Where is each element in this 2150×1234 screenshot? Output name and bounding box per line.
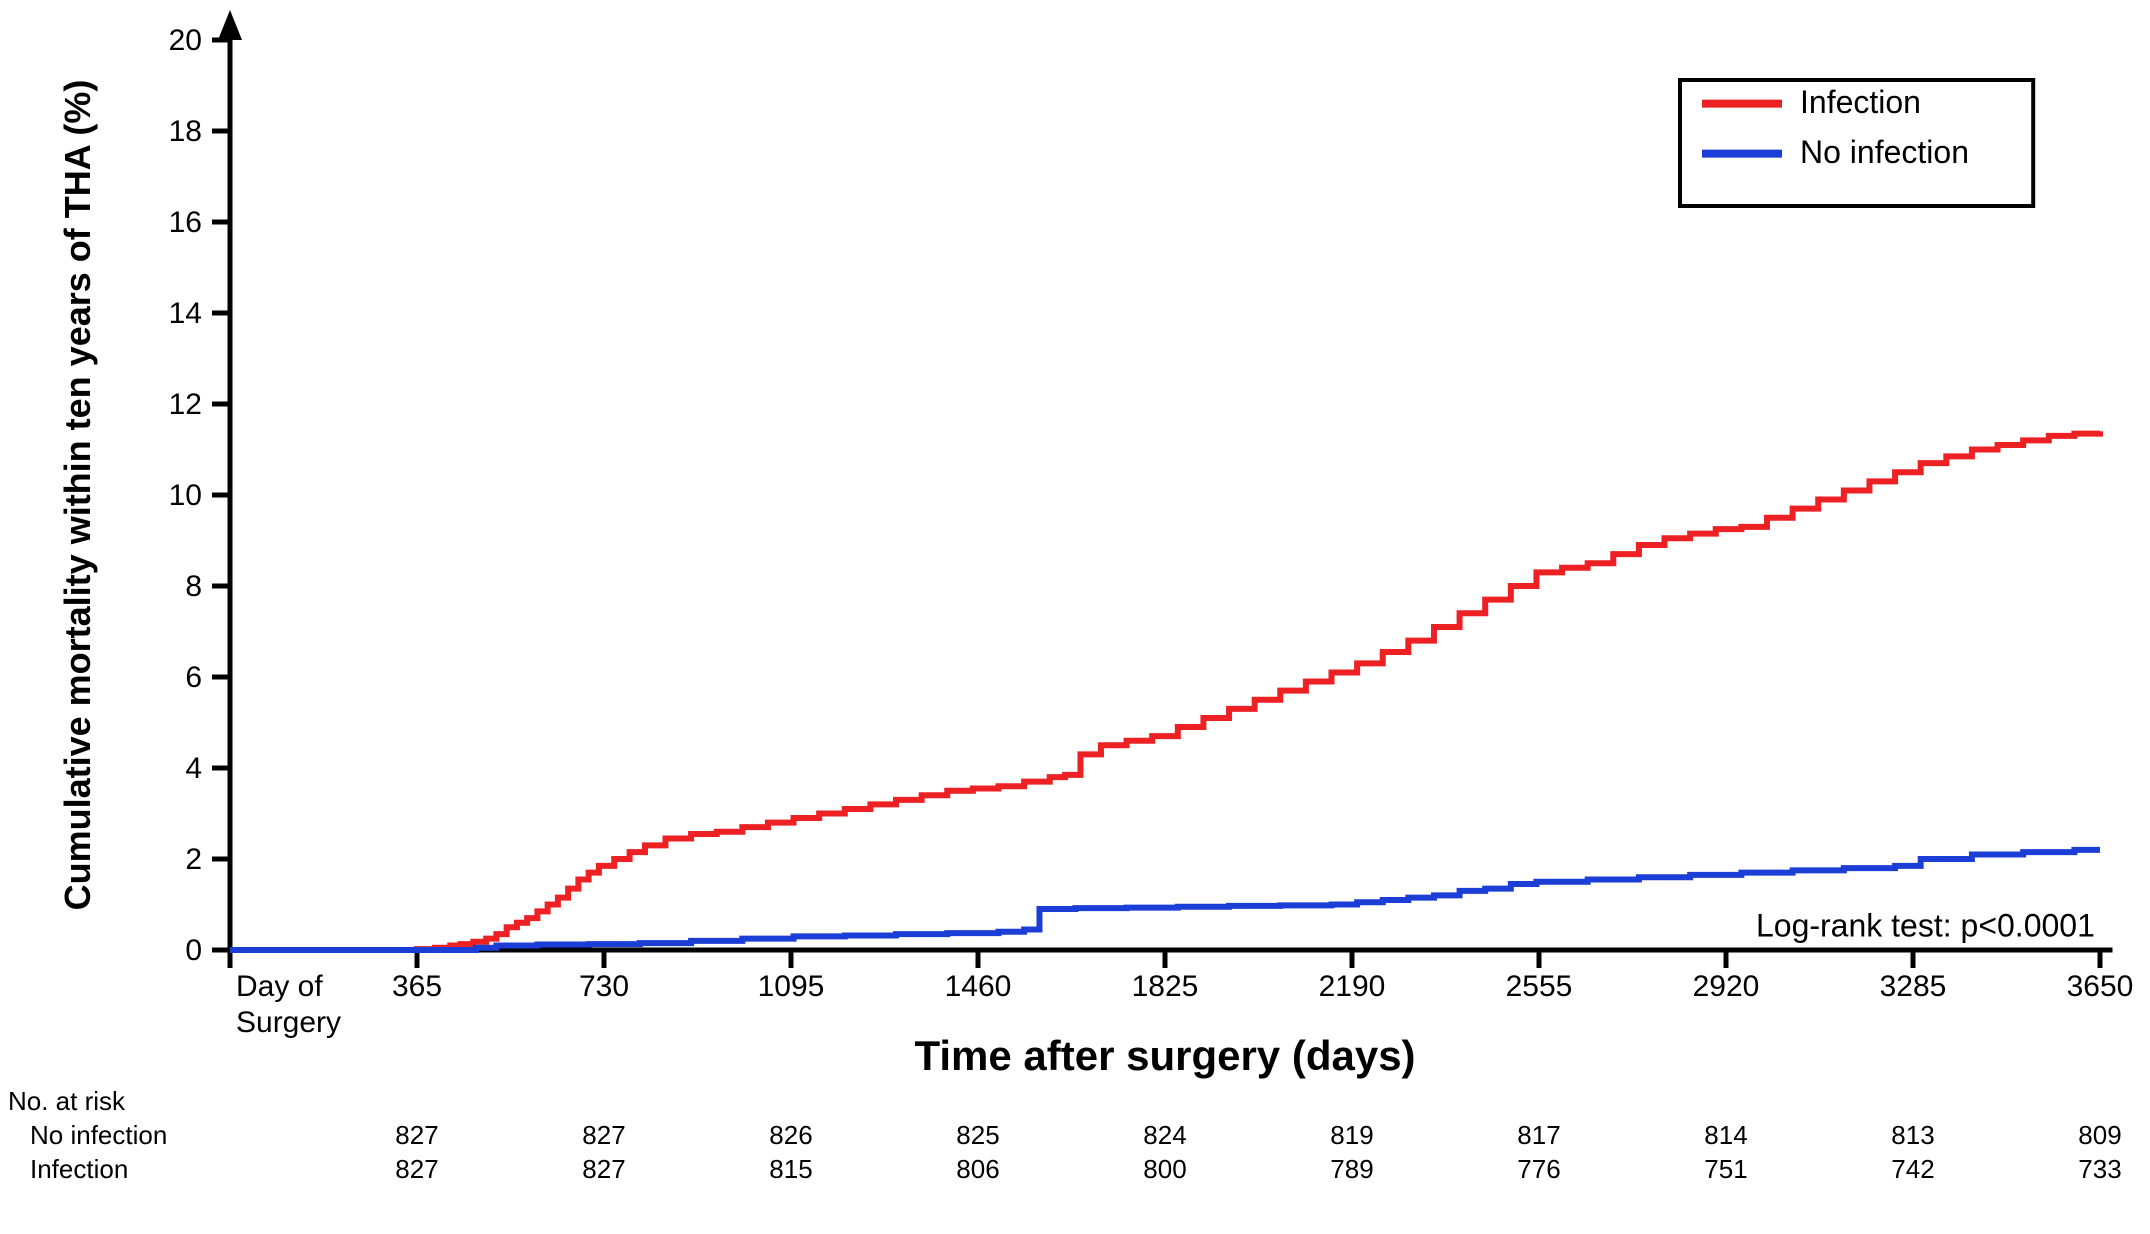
risk-table-header: No. at risk — [8, 1086, 126, 1116]
y-tick-label: 12 — [169, 388, 202, 421]
risk-cell: 826 — [769, 1120, 812, 1150]
annotation-logrank: Log-rank test: p<0.0001 — [1756, 907, 2095, 943]
risk-row-label: Infection — [30, 1154, 128, 1184]
y-tick-label: 16 — [169, 206, 202, 239]
risk-cell: 742 — [1891, 1154, 1934, 1184]
x-tick-label: 1095 — [758, 970, 825, 1003]
risk-cell: 827 — [582, 1120, 625, 1150]
risk-cell: 809 — [2078, 1120, 2121, 1150]
risk-cell: 733 — [2078, 1154, 2121, 1184]
x-tick-label: 3285 — [1880, 970, 1947, 1003]
risk-cell: 827 — [395, 1154, 438, 1184]
x-tick-label: 730 — [579, 970, 629, 1003]
y-tick-label: 2 — [185, 843, 202, 876]
legend-label: Infection — [1800, 84, 1921, 120]
x-tick-label: Day ofSurgery — [236, 970, 341, 1039]
risk-cell: 806 — [956, 1154, 999, 1184]
y-tick-label: 10 — [169, 479, 202, 512]
y-tick-label: 8 — [185, 570, 202, 603]
risk-cell: 824 — [1143, 1120, 1186, 1150]
risk-cell: 800 — [1143, 1154, 1186, 1184]
y-axis-arrow — [218, 10, 242, 40]
legend-label: No infection — [1800, 134, 1969, 170]
risk-cell: 815 — [769, 1154, 812, 1184]
y-tick-label: 0 — [185, 934, 202, 967]
risk-cell: 827 — [582, 1154, 625, 1184]
x-tick-label: 2920 — [1693, 970, 1760, 1003]
risk-cell: 817 — [1517, 1120, 1560, 1150]
risk-cell: 813 — [1891, 1120, 1934, 1150]
x-tick-label: 1825 — [1132, 970, 1199, 1003]
risk-cell: 827 — [395, 1120, 438, 1150]
y-tick-label: 14 — [169, 297, 202, 330]
y-axis-label: Cumulative mortality within ten years of… — [57, 80, 98, 911]
km-plot-svg: 0 2 4 6 8 10 12 14 16 18 20 Cumulative mortality wi… — [0, 0, 2150, 1234]
y-tick-label: 18 — [169, 115, 202, 148]
risk-cell: 776 — [1517, 1154, 1560, 1184]
y-tick-label: 6 — [185, 661, 202, 694]
x-tick-label: 365 — [392, 970, 442, 1003]
x-tick-label: 1460 — [945, 970, 1012, 1003]
x-axis-label: Time after surgery (days) — [914, 1032, 1415, 1079]
y-tick-label: 20 — [169, 24, 202, 57]
risk-cell: 789 — [1330, 1154, 1373, 1184]
risk-cell: 819 — [1330, 1120, 1373, 1150]
risk-cell: 814 — [1704, 1120, 1747, 1150]
risk-row-label: No infection — [30, 1120, 167, 1150]
x-tick-label: 3650 — [2067, 970, 2134, 1003]
risk-cell: 825 — [956, 1120, 999, 1150]
x-tick-label: 2190 — [1319, 970, 1386, 1003]
y-tick-label: 4 — [185, 752, 202, 785]
chart-container: 0 2 4 6 8 10 12 14 16 18 20 Cumulative mortality wi… — [0, 0, 2150, 1234]
risk-cell: 751 — [1704, 1154, 1747, 1184]
x-tick-label: 2555 — [1506, 970, 1573, 1003]
